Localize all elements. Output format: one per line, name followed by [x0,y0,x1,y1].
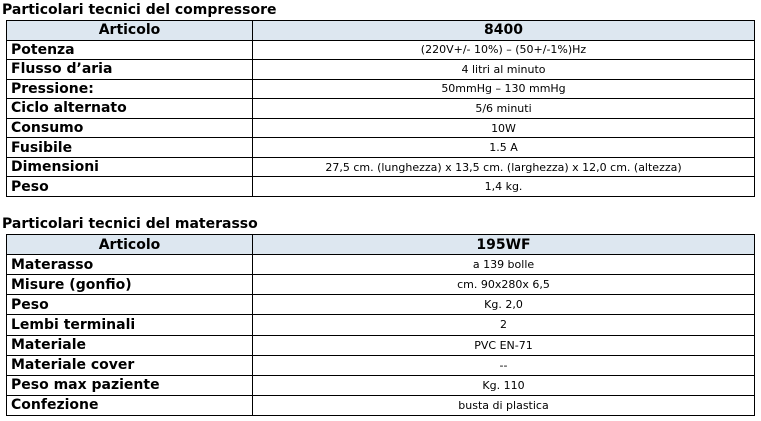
spec-value: 2 [252,314,755,336]
header-row: Articolo 8400 [6,20,755,41]
header-cell: Articolo [6,20,253,41]
header-cell: 8400 [252,20,755,41]
spec-value: 1,4 kg. [252,176,755,197]
spec-row: Consumo 10W [6,117,755,139]
spec-label: Materiale [6,334,253,356]
spec-table: Articolo 8400 Potenza (220V+/- 10%) – (50+/… [6,20,755,197]
spec-row: Materiale cover -- [6,354,755,376]
header-cell: Articolo [6,233,253,256]
spec-label: Materasso [6,254,253,276]
spec-label: Consumo [6,117,253,139]
spec-value: 4 litri al minuto [252,59,755,80]
spec-row: Pressione: 50mmHg – 130 mmHg [6,78,755,100]
spec-label: Peso max paziente [6,374,253,396]
header-cell: 195WF [252,233,755,256]
spec-label: Ciclo alternato [6,98,253,119]
spec-value: 5/6 minuti [252,98,755,119]
section-title: Particolari tecnici del compressore [2,2,277,18]
spec-value: cm. 90x280x 6,5 [252,274,755,296]
spec-value: Kg. 110 [252,374,755,396]
spec-value: Kg. 2,0 [252,294,755,316]
spec-label: Pressione: [6,78,253,100]
spec-label: Fusibile [6,137,253,158]
spec-row: Misure (gonfio) cm. 90x280x 6,5 [6,274,755,296]
spec-table: Articolo 195WF Materasso a 139 bolle Misure … [6,233,755,416]
spec-label: Flusso d’aria [6,59,253,80]
spec-label: Peso [6,294,253,316]
spec-label: Peso [6,176,253,197]
spec-row: Ciclo alternato 5/6 minuti [6,98,755,119]
header-row: Articolo 195WF [6,233,755,256]
spec-row: Materiale PVC EN-71 [6,334,755,356]
spec-value: 10W [252,117,755,139]
spec-row: Lembi terminali 2 [6,314,755,336]
spec-value: (220V+/- 10%) – (50+/-1%)Hz [252,39,755,61]
spec-row: Fusibile 1.5 A [6,137,755,158]
spec-row: Potenza (220V+/- 10%) – (50+/-1%)Hz [6,39,755,61]
section-title: Particolari tecnici del materasso [2,216,258,232]
spec-row: Flusso d’aria 4 litri al minuto [6,59,755,80]
spec-value: PVC EN-71 [252,334,755,356]
spec-row: Peso Kg. 2,0 [6,294,755,316]
spec-row: Materasso a 139 bolle [6,254,755,276]
spec-value: 27,5 cm. (lunghezza) x 13,5 cm. (larghez… [252,156,755,178]
spec-value: 50mmHg – 130 mmHg [252,78,755,100]
spec-value: 1.5 A [252,137,755,158]
spec-label: Misure (gonfio) [6,274,253,296]
spec-row: Peso 1,4 kg. [6,176,755,197]
spec-label: Materiale cover [6,354,253,376]
spec-row: Peso max paziente Kg. 110 [6,374,755,396]
spec-row: Confezione busta di plastica [6,394,755,416]
spec-row: Dimensioni 27,5 cm. (lunghezza) x 13,5 cm… [6,156,755,178]
spec-value: -- [252,354,755,376]
spec-value: busta di plastica [252,394,755,416]
spec-label: Confezione [6,394,253,416]
spec-label: Lembi terminali [6,314,253,336]
spec-label: Dimensioni [6,156,253,178]
spec-label: Potenza [6,39,253,61]
spec-value: a 139 bolle [252,254,755,276]
